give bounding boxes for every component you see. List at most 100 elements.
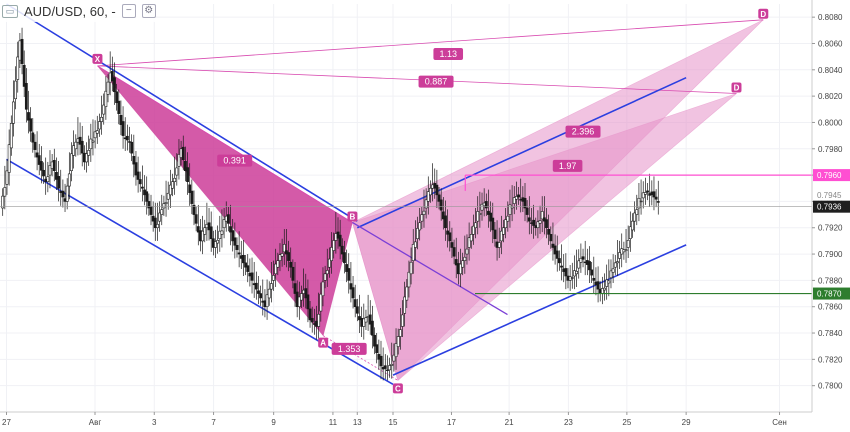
candle-body (91, 140, 95, 143)
candle-body (233, 237, 237, 246)
candle-body (1, 195, 5, 209)
candle-body (607, 280, 611, 284)
candle-body (93, 131, 97, 139)
candle-body (237, 252, 241, 255)
candle-body (181, 146, 185, 161)
candle-body (340, 245, 344, 255)
candle-body (654, 196, 658, 200)
candle-body (317, 313, 321, 327)
candle-body (164, 202, 168, 204)
ratio-label-xd-outer: 1.13 (439, 49, 457, 59)
candle-body (166, 192, 170, 200)
candle-body (27, 112, 30, 121)
chart-window-icon[interactable]: ▭ (2, 4, 18, 18)
candle-body (422, 210, 426, 215)
minimize-square-icon[interactable]: − (121, 4, 136, 18)
candle-body (269, 283, 273, 290)
candle-body (115, 91, 119, 104)
candle-body (282, 244, 286, 253)
candle-body (78, 136, 82, 145)
line-xb (97, 65, 353, 223)
candle-body (156, 224, 159, 229)
candle-body (48, 165, 52, 176)
price-tag-green: 0.7870 (817, 290, 842, 299)
candle-body (555, 250, 559, 259)
candle-body (31, 132, 35, 143)
candle-body (420, 214, 424, 222)
candle-body (16, 56, 20, 80)
candle-body (557, 258, 561, 264)
candle-body (244, 262, 247, 268)
candle-body (125, 135, 129, 141)
time-tick-label: Сен (772, 418, 787, 427)
candle-body (373, 334, 376, 347)
candle-body (22, 64, 26, 87)
candle-body (437, 194, 441, 202)
candle-body (132, 156, 136, 165)
candle-body (171, 181, 174, 189)
candle-body (491, 217, 495, 231)
candle-body (87, 150, 91, 156)
candle-body (55, 171, 58, 180)
candle-body (355, 306, 359, 314)
candle-body (504, 219, 508, 229)
candle-body (592, 277, 596, 281)
candle-body (652, 191, 656, 198)
ratio-label-bd-inner: 1.97 (559, 161, 577, 171)
candle-body (429, 187, 432, 196)
candle-body (102, 104, 106, 115)
time-axis[interactable]: 27 Авг 3 7 9 11 13 15 17 21 23 25 29 Сен (0, 411, 812, 427)
candle-body (306, 294, 310, 310)
time-tick-label: 7 (211, 418, 216, 427)
candle-body (222, 219, 226, 229)
candle-body (119, 114, 123, 125)
candle-body (242, 254, 245, 264)
candle-body (656, 201, 660, 203)
candle-body (418, 222, 422, 231)
candle-body (65, 185, 69, 202)
candle-body (98, 121, 101, 130)
candle-body (186, 167, 189, 182)
price-axis[interactable]: 0.8080 0.8060 0.8040 0.8020 0.8000 0.7980 0.79… (811, 0, 850, 412)
candle-body (386, 369, 389, 371)
candle-body (635, 209, 639, 215)
time-tick-label: 21 (505, 418, 514, 427)
candle-body (405, 286, 409, 301)
ratio-label-bd-outer: 2.396 (572, 127, 595, 137)
symbol-label[interactable]: AUD/USD, 60, - (24, 3, 116, 19)
candle-body (310, 317, 314, 323)
price-tag-faint: 0.7945 (817, 191, 842, 200)
candle-body (280, 253, 284, 257)
ratio-label-ac-bg (331, 342, 367, 355)
candle-body (390, 363, 394, 366)
candle-body (351, 287, 355, 299)
candle-body (349, 283, 353, 290)
ratio-label-xa-ab-bg (217, 154, 253, 167)
ratio-label-xa-ab: 0.391 (223, 156, 246, 166)
candle-body (72, 145, 76, 156)
candle-body (194, 214, 198, 224)
candle-body (257, 290, 260, 294)
horizontal-levels[interactable] (0, 174, 812, 295)
price-tick-label: 0.8040 (818, 66, 843, 75)
candle-body (110, 71, 114, 82)
candle-body (454, 259, 458, 266)
candle-body (226, 214, 230, 224)
candle-body (515, 196, 518, 200)
candle-body (250, 272, 254, 281)
point-B-bg (347, 211, 358, 222)
point-label-b: B (350, 212, 356, 221)
candle-body (394, 343, 398, 358)
settings-square-icon[interactable]: ⚙ (141, 4, 156, 18)
candle-body (61, 190, 65, 198)
candle-body (484, 201, 488, 209)
candle-body (259, 293, 263, 299)
candle-body (497, 242, 501, 248)
candle-body (392, 354, 396, 362)
candle-body (29, 118, 33, 132)
trend-lines[interactable] (6, 3, 687, 386)
candle-body (265, 294, 269, 308)
candle-body (330, 247, 333, 261)
candle-body (590, 269, 594, 276)
